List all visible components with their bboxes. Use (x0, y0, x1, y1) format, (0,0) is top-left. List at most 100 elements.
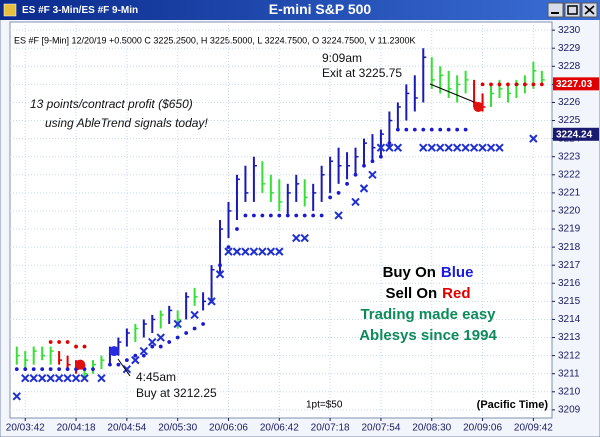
window-buttons[interactable] (547, 2, 598, 18)
arrow (429, 83, 475, 103)
x-marker (427, 143, 436, 152)
stop-dot (48, 367, 53, 372)
window-icon (3, 3, 17, 17)
annotation: (Pacific Time) (477, 399, 549, 411)
stop-dot (141, 353, 146, 358)
stop-dot (23, 367, 28, 372)
x-marker (131, 355, 140, 365)
stop-dot (480, 82, 485, 87)
stop-dot (108, 362, 112, 367)
x-marker (486, 143, 496, 152)
stop-dot (65, 367, 70, 372)
stop-dot (82, 344, 87, 349)
y-tick-label: 3230 (558, 25, 581, 36)
x-marker (241, 247, 250, 256)
annotation: using AbleTrend signals today! (45, 116, 208, 130)
x-marker (292, 233, 301, 243)
slogan-line: Sell On Red (385, 285, 470, 302)
x-marker (224, 247, 233, 256)
stop-dot (387, 141, 392, 146)
stop-dot (167, 340, 172, 344)
y-tick-label: 3222 (558, 169, 581, 180)
y-tick-label: 3209 (558, 405, 581, 416)
x-marker (156, 333, 165, 342)
info-line: ES #F [9-Min] 12/20/19 +0.5000 C 3225.25… (14, 35, 416, 45)
stop-dot (277, 213, 282, 218)
y-tick-label: 3226 (558, 97, 581, 108)
slogan-line: Trading made easy (360, 306, 496, 323)
stop-dot (48, 340, 53, 344)
stop-dot (311, 213, 316, 218)
slogan-text: Blue (441, 264, 474, 281)
stop-dot (412, 127, 417, 132)
stop-dot (14, 367, 19, 372)
x-marker (368, 170, 377, 180)
stop-dot (404, 127, 409, 132)
x-tick-label: 20/09:42 (514, 423, 553, 434)
x-tick-label: 20/09:06 (463, 423, 502, 434)
y-tick-label: 3214 (558, 314, 581, 325)
stop-dot (438, 127, 443, 132)
slogan-line: Buy On Blue (383, 264, 474, 281)
arrow (117, 358, 131, 377)
y-tick-label: 3212 (558, 350, 581, 361)
y-tick-label: 3216 (558, 278, 581, 289)
x-tick-label: 20/03:42 (6, 423, 45, 434)
annotation: 4:45am (136, 370, 176, 384)
x-marker (54, 374, 64, 383)
window-title: ES #F 3-Min/ES #F 9-Min (22, 5, 138, 16)
stop-dot (506, 82, 510, 87)
x-marker (275, 247, 284, 256)
x-marker (351, 197, 360, 207)
x-tick-label: 20/08:30 (412, 423, 451, 434)
stop-dot (285, 213, 290, 218)
x-marker (452, 143, 462, 152)
annotation: Buy at 3212.25 (136, 386, 217, 400)
y-tick-label: 3210 (558, 386, 581, 397)
y-tick-label: 3215 (558, 296, 581, 307)
stop-dot (336, 190, 341, 195)
stop-dot (395, 127, 400, 132)
chart-title: E-mini S&P 500 (269, 1, 372, 17)
x-marker (207, 297, 216, 306)
x-marker (266, 247, 276, 256)
stop-dot (345, 181, 349, 186)
stop-dot (379, 154, 383, 159)
y-tick-label: 3217 (558, 260, 581, 271)
slogan-text: Buy On (383, 264, 436, 281)
stop-dot (523, 82, 527, 87)
price-label-box (553, 77, 599, 91)
stop-dot (353, 172, 358, 177)
x-tick-label: 20/07:54 (361, 423, 400, 434)
x-marker (97, 374, 106, 383)
x-tick-label: 20/06:42 (260, 423, 299, 434)
x-marker (461, 143, 470, 152)
x-tick-label: 20/07:18 (311, 423, 350, 434)
y-tick-label: 3211 (558, 368, 580, 379)
y-tick-label: 3219 (558, 224, 581, 235)
y-tick-label: 3228 (558, 61, 581, 72)
annotation: 9:09am (322, 51, 362, 65)
x-marker (173, 319, 182, 329)
stop-dot (158, 344, 163, 349)
x-marker (258, 247, 267, 256)
x-marker (148, 337, 157, 347)
stop-dot (531, 82, 536, 87)
price-label: 3224.24 (556, 129, 593, 140)
x-tick-label: 20/05:30 (158, 423, 197, 434)
stop-dot (184, 331, 189, 335)
stop-dot (74, 344, 78, 349)
y-tick-label: 3221 (558, 188, 581, 199)
stop-dot (446, 127, 451, 132)
y-tick-label: 3229 (558, 43, 581, 54)
stop-dot (302, 213, 307, 218)
x-marker (334, 211, 343, 220)
price-label-box (553, 127, 599, 141)
price-label: 3227.03 (556, 79, 593, 90)
stop-dot (40, 367, 45, 372)
x-marker (300, 233, 309, 243)
x-marker (376, 143, 386, 152)
minimize-button[interactable] (547, 2, 564, 18)
stop-dot (539, 82, 544, 87)
